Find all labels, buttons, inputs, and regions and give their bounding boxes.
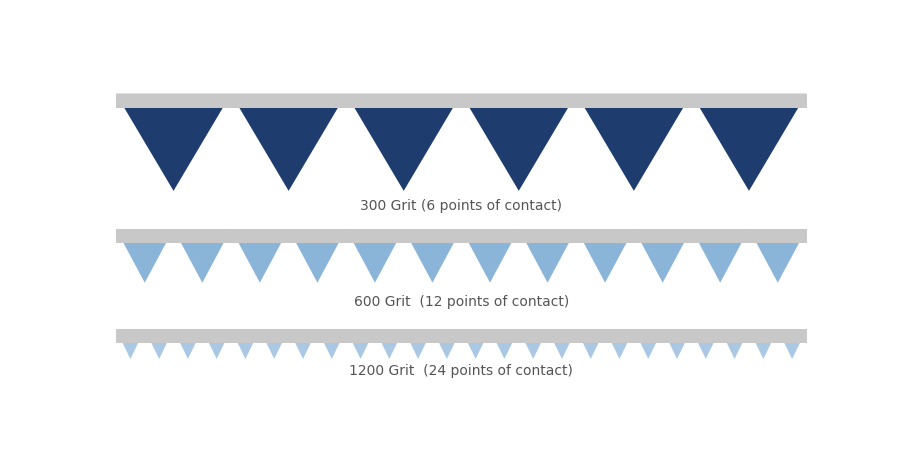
Polygon shape	[576, 229, 634, 283]
Text: 300 Grit (6 points of contact): 300 Grit (6 points of contact)	[360, 199, 562, 213]
Polygon shape	[404, 229, 461, 283]
Polygon shape	[116, 94, 231, 191]
Polygon shape	[576, 329, 605, 359]
Polygon shape	[749, 329, 778, 359]
Text: 1200 Grit  (24 points of contact): 1200 Grit (24 points of contact)	[349, 364, 573, 378]
Polygon shape	[116, 229, 174, 283]
Polygon shape	[318, 329, 346, 359]
Polygon shape	[461, 329, 490, 359]
Polygon shape	[346, 229, 404, 283]
Text: 600 Grit  (12 points of contact): 600 Grit (12 points of contact)	[354, 295, 569, 309]
Polygon shape	[231, 329, 260, 359]
Polygon shape	[202, 329, 231, 359]
Polygon shape	[691, 329, 720, 359]
Polygon shape	[375, 329, 404, 359]
Polygon shape	[461, 229, 518, 283]
Polygon shape	[605, 329, 634, 359]
Bar	[116, 94, 806, 108]
Polygon shape	[547, 329, 576, 359]
Polygon shape	[720, 329, 749, 359]
Polygon shape	[461, 94, 576, 191]
Polygon shape	[289, 329, 318, 359]
Polygon shape	[662, 329, 691, 359]
Polygon shape	[145, 329, 174, 359]
Polygon shape	[116, 329, 145, 359]
Polygon shape	[404, 329, 433, 359]
Polygon shape	[174, 329, 203, 359]
Polygon shape	[490, 329, 518, 359]
Polygon shape	[433, 329, 461, 359]
Bar	[116, 329, 806, 342]
Polygon shape	[634, 229, 691, 283]
Polygon shape	[778, 329, 806, 359]
Polygon shape	[576, 94, 691, 191]
Polygon shape	[518, 329, 547, 359]
Polygon shape	[231, 94, 346, 191]
Polygon shape	[346, 329, 375, 359]
Bar	[116, 229, 806, 243]
Polygon shape	[691, 229, 749, 283]
Polygon shape	[518, 229, 576, 283]
Polygon shape	[231, 229, 289, 283]
Polygon shape	[749, 229, 806, 283]
Polygon shape	[174, 229, 231, 283]
Polygon shape	[634, 329, 662, 359]
Polygon shape	[691, 94, 806, 191]
Polygon shape	[260, 329, 289, 359]
Polygon shape	[346, 94, 461, 191]
Polygon shape	[289, 229, 347, 283]
